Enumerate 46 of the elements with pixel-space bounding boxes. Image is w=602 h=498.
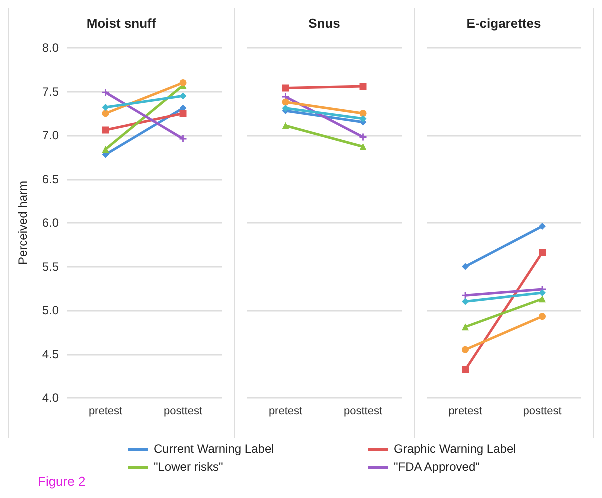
point bbox=[462, 263, 469, 270]
point bbox=[360, 115, 367, 122]
y-tick-label: 5.0 bbox=[42, 304, 60, 318]
point bbox=[360, 83, 367, 90]
point bbox=[539, 290, 546, 296]
legend-label: "FDA Approved" bbox=[394, 460, 480, 474]
point bbox=[462, 346, 469, 354]
point bbox=[282, 84, 290, 92]
x-tick-label: pretest bbox=[88, 406, 123, 418]
point bbox=[539, 223, 546, 230]
point bbox=[462, 366, 469, 374]
x-tick-label: posttest bbox=[523, 406, 562, 418]
y-tick-label: 7.0 bbox=[42, 128, 60, 142]
y-axis-title: Perceived harm bbox=[16, 180, 30, 266]
point bbox=[539, 313, 546, 320]
chart-title: E-cigarettes bbox=[466, 16, 542, 31]
point bbox=[360, 134, 367, 141]
y-tick-label: 6.5 bbox=[42, 172, 60, 186]
chart-title: Moist snuff bbox=[86, 16, 157, 31]
point bbox=[102, 89, 110, 96]
x-tick-label: pretest bbox=[268, 406, 303, 418]
y-tick-label: 7.5 bbox=[42, 84, 60, 99]
point bbox=[282, 104, 290, 112]
legend-label: Current Warning Label bbox=[154, 442, 274, 456]
x-tick-label: pretest bbox=[448, 406, 482, 418]
point bbox=[539, 249, 546, 256]
x-tick-label: posttest bbox=[164, 406, 203, 418]
y-tick-label: 5.5 bbox=[42, 260, 60, 274]
point bbox=[180, 110, 187, 118]
legend-label: Graphic Warning Label bbox=[394, 442, 516, 456]
y-tick-label: 6.0 bbox=[42, 216, 60, 230]
point bbox=[180, 92, 187, 100]
point bbox=[360, 110, 367, 118]
point bbox=[180, 136, 187, 142]
point bbox=[102, 126, 110, 134]
y-tick-label: 4.0 bbox=[42, 391, 60, 405]
legend-label: "Lower risks" bbox=[154, 460, 224, 474]
point bbox=[102, 104, 110, 111]
y-tick-label: 4.5 bbox=[42, 347, 60, 362]
y-tick-label: 8.0 bbox=[42, 41, 60, 55]
point bbox=[102, 110, 110, 118]
x-tick-label: posttest bbox=[344, 406, 383, 418]
point bbox=[282, 98, 290, 106]
chart-title: Snus bbox=[308, 16, 340, 31]
point bbox=[462, 298, 469, 306]
caption: Figure 2 bbox=[38, 474, 87, 489]
